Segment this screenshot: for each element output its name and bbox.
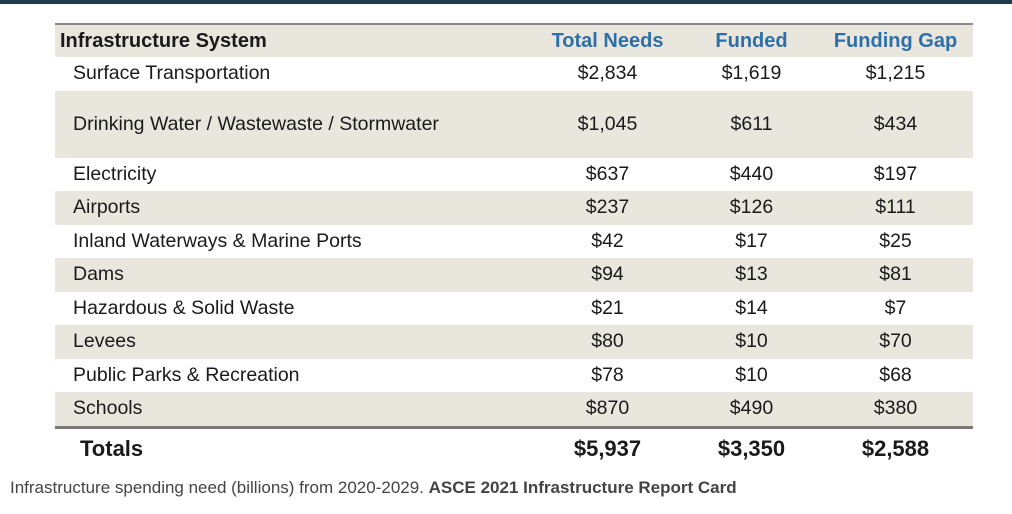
row-funded: $17 [735, 229, 768, 252]
row-funded: $10 [735, 330, 768, 353]
row-funded: $611 [730, 112, 773, 135]
row-funding-gap: $25 [879, 229, 912, 252]
row-funded: $10 [735, 363, 768, 386]
totals-total-needs: $5,937 [573, 435, 642, 461]
caption-text: Infrastructure spending need (billions) … [10, 478, 424, 497]
row-name: Public Parks & Recreation [73, 363, 300, 386]
row-total-needs: $42 [591, 229, 624, 252]
row-name: Drinking Water / Wastewaste / Stormwater [73, 112, 439, 135]
row-total-needs: $237 [585, 196, 630, 219]
row-name: Surface Transportation [73, 62, 271, 85]
table-top-border [55, 23, 973, 25]
figure-caption: Infrastructure spending need (billions) … [10, 478, 737, 498]
row-funding-gap: $111 [875, 196, 916, 219]
row-funded: $14 [735, 296, 768, 319]
top-rule [0, 0, 1012, 4]
row-total-needs: $78 [591, 363, 624, 386]
row-name: Dams [73, 263, 124, 286]
row-name: Levees [73, 330, 136, 353]
row-total-needs: $1,045 [577, 112, 638, 135]
table-row: Drinking Water / Wastewaste / Stormwater… [55, 90, 973, 158]
row-total-needs: $94 [591, 263, 624, 286]
infrastructure-table: Infrastructure System Total Needs Funded… [55, 23, 973, 469]
header-funded: Funded [715, 29, 788, 52]
table-row: Electricity $637 $440 $197 [55, 158, 973, 192]
table-row: Public Parks & Recreation $78 $10 $68 [55, 359, 973, 393]
row-funded: $1,619 [721, 62, 782, 85]
row-funding-gap: $434 [873, 112, 918, 135]
table-row: Levees $80 $10 $70 [55, 325, 973, 359]
row-funding-gap: $81 [879, 263, 912, 286]
row-funding-gap: $380 [873, 397, 918, 420]
header-infrastructure-system: Infrastructure System [60, 29, 267, 52]
table-row: Inland Waterways & Marine Ports $42 $17 … [55, 225, 973, 259]
totals-funding-gap: $2,588 [861, 435, 930, 461]
row-funded: $13 [735, 263, 768, 286]
row-funding-gap: $70 [879, 330, 912, 353]
table-header-row: Infrastructure System Total Needs Funded… [55, 25, 973, 57]
row-total-needs: $2,834 [577, 62, 638, 85]
totals-funded: $3,350 [717, 435, 786, 461]
row-funded: $490 [729, 397, 774, 420]
row-funding-gap: $68 [879, 363, 912, 386]
totals-row: Totals $5,937 $3,350 $2,588 [55, 429, 973, 469]
caption-source: ASCE 2021 Infrastructure Report Card [428, 478, 737, 497]
row-name: Inland Waterways & Marine Ports [73, 229, 362, 252]
header-total-needs: Total Needs [551, 29, 664, 52]
row-funding-gap: $197 [873, 162, 918, 185]
row-name: Schools [73, 397, 143, 420]
header-funding-gap: Funding Gap [833, 29, 958, 52]
table-row: Dams $94 $13 $81 [55, 258, 973, 292]
row-name: Electricity [73, 162, 157, 185]
row-total-needs: $21 [591, 296, 624, 319]
row-total-needs: $80 [591, 330, 624, 353]
row-total-needs: $870 [585, 397, 630, 420]
row-funded: $126 [729, 196, 774, 219]
row-funding-gap: $1,215 [865, 62, 926, 85]
row-total-needs: $637 [585, 162, 630, 185]
row-funding-gap: $7 [884, 296, 907, 319]
totals-label: Totals [80, 435, 144, 461]
table-row: Schools $870 $490 $380 [55, 392, 973, 426]
table-row: Surface Transportation $2,834 $1,619 $1,… [55, 57, 973, 91]
table-row: Airports $237 $126 $111 [55, 191, 973, 225]
row-funded: $440 [729, 162, 774, 185]
row-name: Airports [73, 196, 141, 219]
table-row: Hazardous & Solid Waste $21 $14 $7 [55, 292, 973, 326]
row-name: Hazardous & Solid Waste [73, 296, 295, 319]
table-totals-border [55, 425, 973, 429]
